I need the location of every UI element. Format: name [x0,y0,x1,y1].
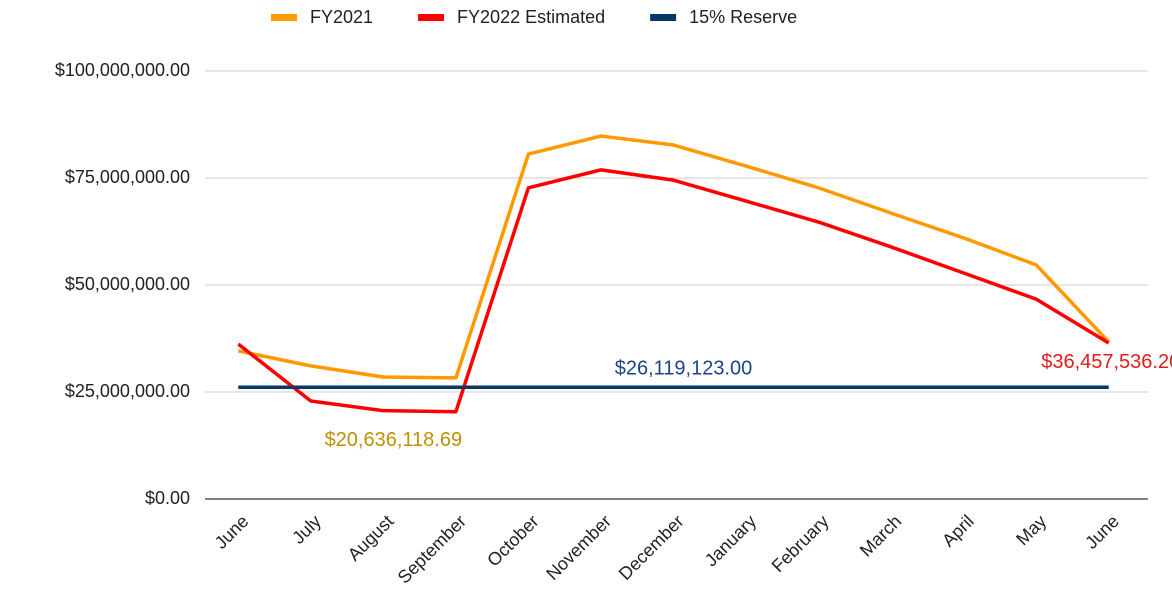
legend-label: FY2022 Estimated [457,7,605,27]
x-tick-label: October [483,511,542,570]
legend-swatch [271,14,297,21]
data-label: $26,119,123.00 [615,357,753,379]
data-label: $20,636,118.69 [325,429,463,451]
line-series [237,168,1110,414]
legend-label: FY2021 [310,7,373,27]
y-tick-label: $25,000,000.00 [65,381,190,401]
legend-swatch [650,14,677,21]
x-tick-label: November [542,511,615,584]
y-tick-label: $50,000,000.00 [65,274,190,294]
legend-label: 15% Reserve [689,7,797,27]
y-tick-label: $100,000,000.00 [55,60,190,80]
line-series [237,134,1111,380]
x-tick-label: June [1081,511,1123,553]
legend-swatch [418,14,445,21]
x-tick-label: August [344,511,398,565]
x-tick-label: April [938,511,978,551]
y-tick-label: $75,000,000.00 [65,167,190,187]
x-tick-label: September [394,511,470,587]
x-tick-label: May [1012,511,1050,549]
x-tick-label: March [856,511,906,561]
end-label: $36,457,536.20 [1041,351,1172,373]
x-tick-label: January [701,511,760,570]
x-tick-label: December [615,511,688,584]
y-tick-label: $0.00 [145,488,190,508]
x-tick-label: June [211,511,253,553]
x-tick-label: July [288,511,325,548]
x-tick-label: February [768,511,833,576]
